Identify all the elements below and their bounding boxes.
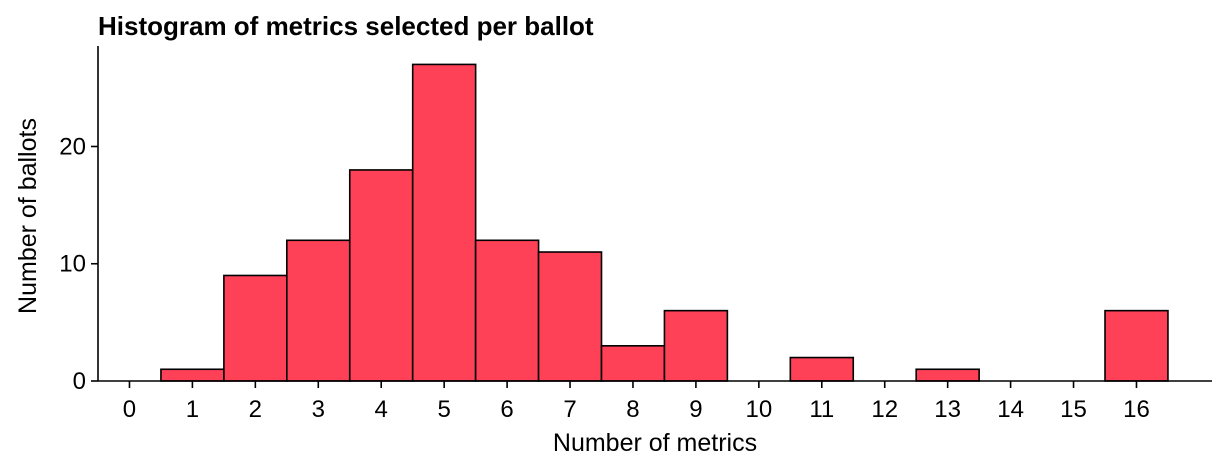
- x-tick-label: 8: [626, 396, 639, 423]
- y-tick-label: 10: [59, 251, 86, 278]
- x-ticks-layer: 0 1 2 3 4 5 6 7 8 9 10 11 12 13 14 15 16: [123, 381, 1150, 423]
- histogram-bar-9: [663, 309, 729, 382]
- histogram-bar-5: [411, 63, 477, 382]
- bars-layer: [160, 63, 1169, 382]
- x-tick-label: 2: [249, 396, 262, 423]
- chart-title: Histogram of metrics selected per ballot: [98, 11, 594, 41]
- x-tick-label: 10: [745, 396, 772, 423]
- y-tick-label: 20: [59, 133, 86, 160]
- histogram-bar-4: [348, 169, 414, 382]
- x-tick-label: 3: [312, 396, 325, 423]
- x-tick-label: 1: [186, 396, 199, 423]
- y-ticks-layer: 0 10 20: [59, 133, 98, 395]
- x-tick-label: 14: [997, 396, 1024, 423]
- x-tick-label: 16: [1123, 396, 1150, 423]
- x-tick-label: 0: [123, 396, 136, 423]
- histogram-bar-13: [915, 368, 980, 382]
- histogram-bar-3: [286, 239, 351, 382]
- x-axis-label: Number of metrics: [553, 429, 757, 457]
- histogram-bar-1: [160, 368, 225, 382]
- x-tick-label: 11: [809, 396, 834, 423]
- histogram-bar-6: [474, 239, 540, 382]
- histogram-bar-8: [600, 345, 666, 382]
- x-tick-label: 12: [871, 396, 898, 423]
- x-tick-label: 6: [500, 396, 513, 423]
- x-tick-label: 13: [934, 396, 961, 423]
- x-tick-label: 15: [1060, 396, 1087, 423]
- x-tick-label: 4: [375, 396, 388, 423]
- y-axis-label: Number of ballots: [14, 118, 42, 314]
- x-tick-label: 5: [437, 396, 450, 423]
- x-tick-label: 9: [689, 396, 702, 423]
- histogram-bar-16: [1104, 309, 1169, 382]
- histogram-bar-2: [223, 274, 288, 382]
- x-tick-label: 7: [563, 396, 576, 423]
- y-tick-label: 0: [73, 368, 86, 395]
- histogram-bar-11: [789, 356, 855, 382]
- histogram-bar-7: [537, 251, 603, 382]
